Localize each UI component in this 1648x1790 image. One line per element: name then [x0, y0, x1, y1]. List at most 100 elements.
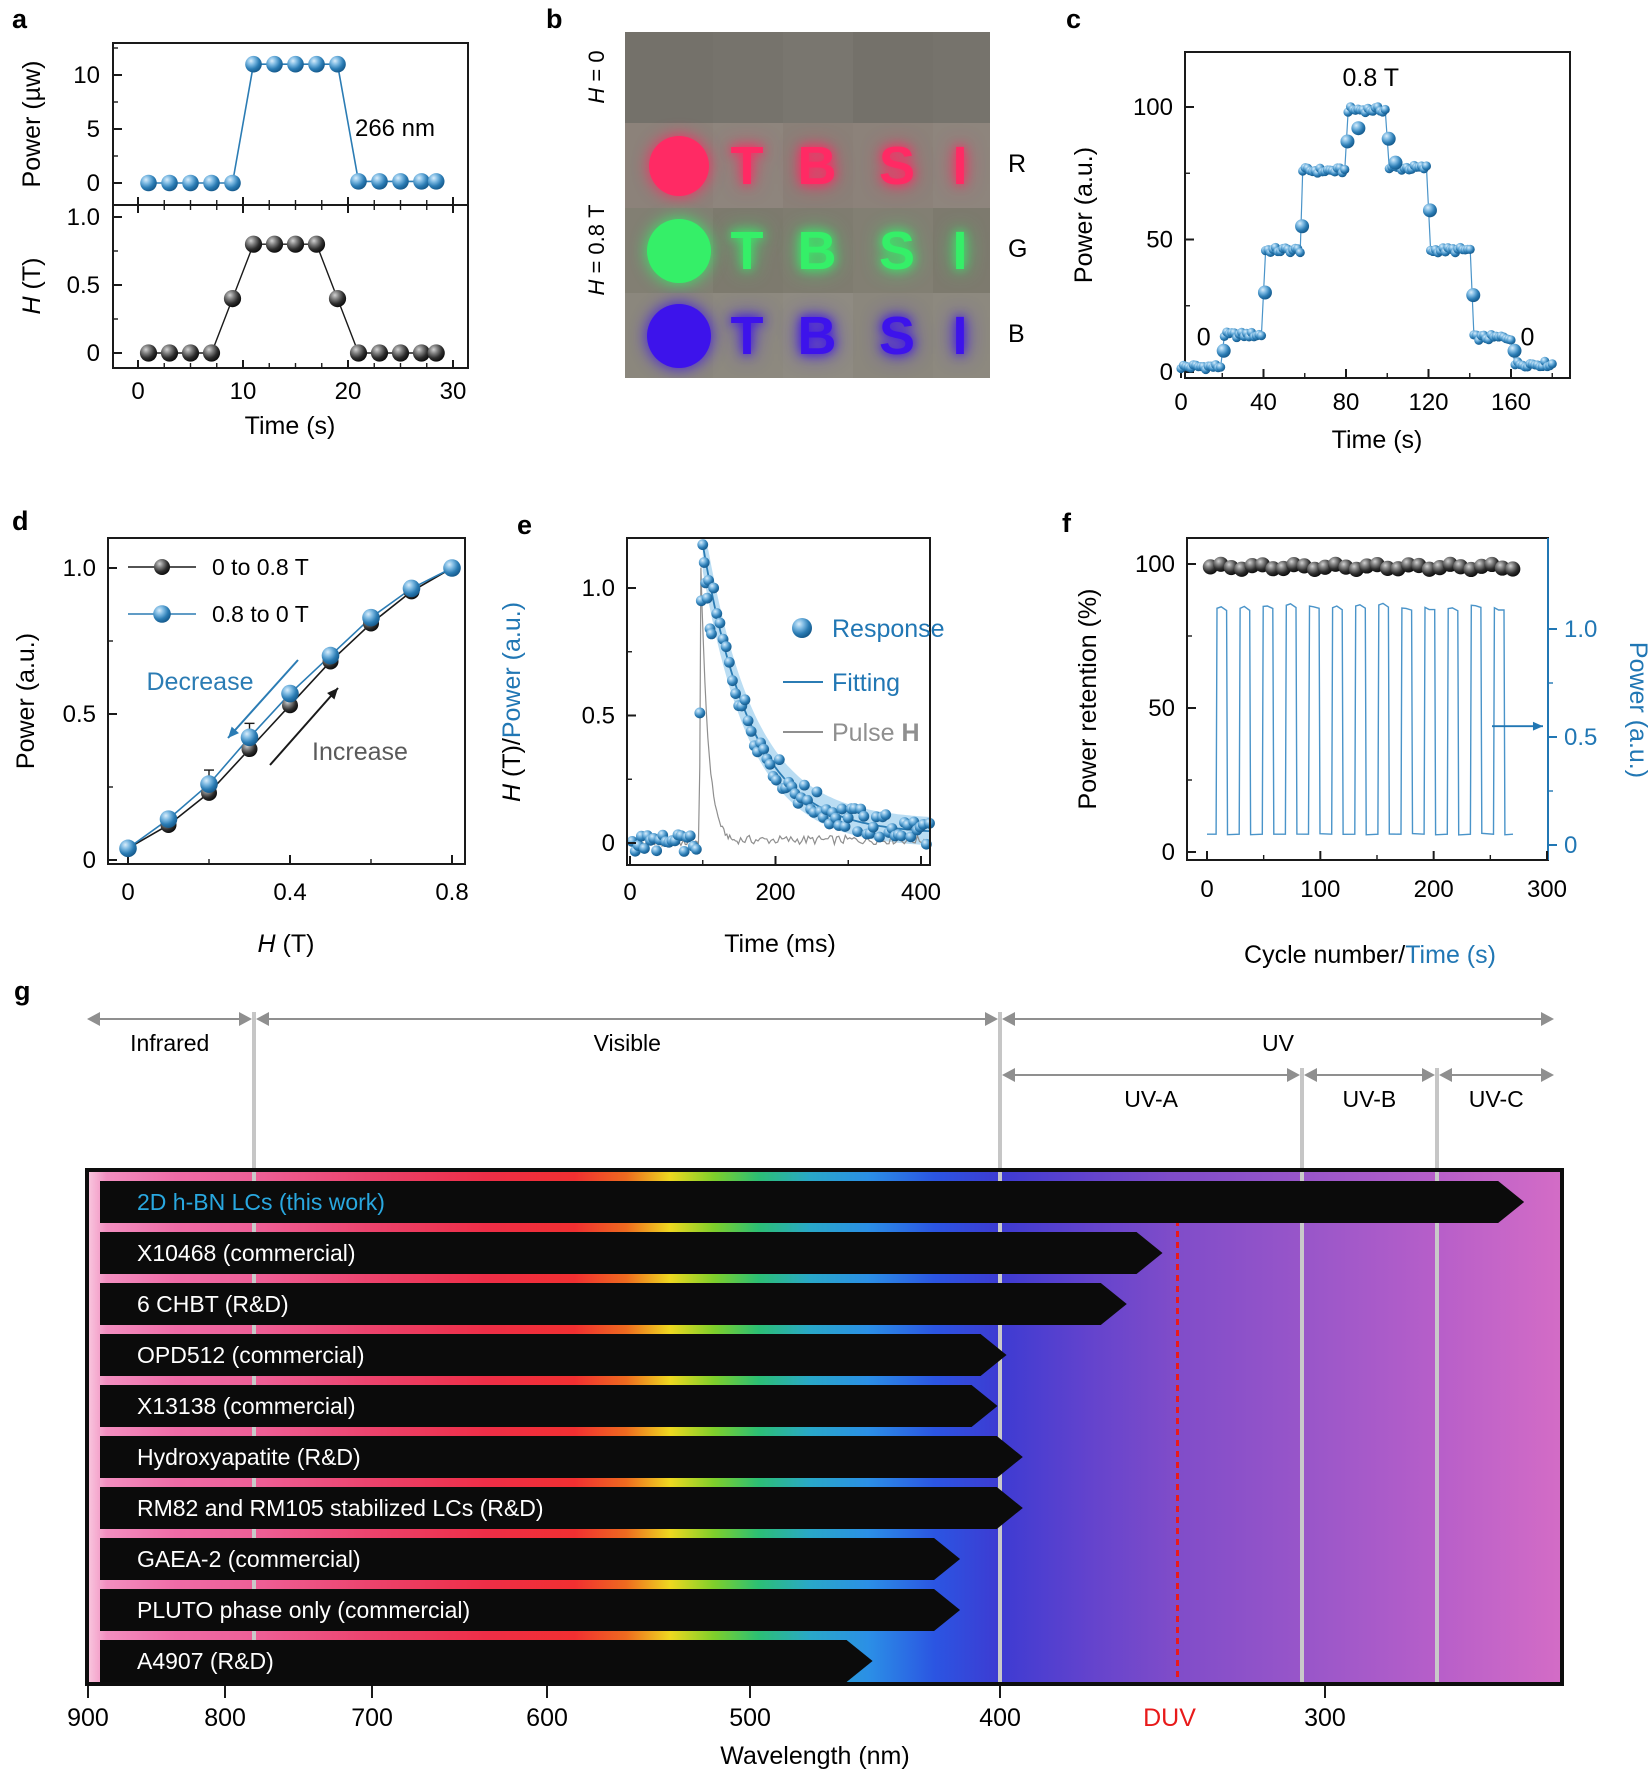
a-xlabel: Time (s): [245, 412, 336, 440]
e-xlabel: Time (ms): [724, 930, 836, 958]
field-label-h0: H = 0: [584, 50, 609, 104]
f-ytick-left: 100: [1135, 551, 1175, 578]
e-ytick: 0: [602, 830, 615, 857]
axis-tick-800: [224, 1686, 227, 1698]
data-point: [905, 831, 917, 843]
f-xtick: 0: [1200, 876, 1213, 903]
region-arrow-uv-a: [1002, 1068, 1301, 1082]
material-range-1: 2D h-BN LCs (this work): [100, 1181, 1524, 1223]
data-point: [867, 821, 879, 833]
a-xtick: 30: [440, 378, 467, 405]
boundary-guide-inside-1: [998, 1172, 1003, 1682]
axis-ticklabel-700: 700: [351, 1704, 393, 1732]
photo-letter-I: I: [952, 220, 968, 281]
data-point: [690, 843, 702, 855]
material-range-6: Hydroxyapatite (R&D): [100, 1436, 1023, 1478]
arrow-line: [1317, 1074, 1422, 1076]
panel-d-hysteresis-chart: 0 0.4 0.8 0 0.5 1.0 Power (a.u.) H (T) 0 to 0.8 …: [12, 537, 469, 958]
data-point: [139, 344, 158, 362]
photo-letter-B: B: [797, 305, 837, 366]
arrowhead-right: [1540, 1012, 1554, 1026]
photo-letter-T: T: [730, 305, 764, 366]
spectrum-box: 2D h-BN LCs (this work) X10468 (commercia…: [85, 1168, 1564, 1686]
d-legend-increase: 0 to 0.8 T: [212, 554, 309, 580]
arrowhead-right: [1540, 1068, 1554, 1082]
arrowhead-left: [1002, 1068, 1016, 1082]
data-point: [1295, 247, 1305, 258]
data-point: [1256, 331, 1267, 341]
data-point: [349, 344, 368, 362]
material-range-8: GAEA-2 (commercial): [100, 1538, 960, 1580]
material-label-8: GAEA-2 (commercial): [137, 1545, 361, 1572]
a-bottom-ytick: 1.0: [67, 204, 100, 231]
data-point: [286, 235, 305, 253]
a-top-ytick: 0: [87, 170, 100, 197]
a-top-ylabel: Power (µw): [18, 61, 46, 188]
f-ytick-right: 0: [1564, 832, 1577, 859]
material-label-2: X10468 (commercial): [137, 1239, 356, 1266]
data-point: [1340, 164, 1350, 175]
data-point: [329, 55, 346, 73]
data-point: [181, 344, 200, 362]
data-point: [792, 618, 812, 638]
data-point: [730, 688, 741, 699]
c-ytick: 0: [1160, 359, 1173, 386]
data-point: [1381, 131, 1396, 146]
data-point: [714, 617, 726, 629]
e-legend-pulse-h: Pulse H: [832, 719, 920, 747]
data-point: [427, 173, 445, 190]
data-point: [1506, 335, 1516, 345]
c-ytick: 50: [1146, 227, 1173, 254]
data-point: [413, 173, 430, 190]
photo-letter-I: I: [952, 135, 968, 196]
panel-g-wavelength-range-diagram: Infrared Visible UV UV-A UV-B UV-C 2D h-BN LCs…: [0, 970, 1648, 1790]
data-point: [240, 728, 259, 747]
data-point: [392, 173, 409, 190]
c-annotation-0: 0.8 T: [1342, 64, 1399, 92]
e-ylabel: H (T)/Power (a.u.): [498, 602, 526, 802]
arrow-line: [100, 1018, 240, 1020]
arrowhead-left: [256, 1012, 270, 1026]
e-xtick: 0: [623, 879, 636, 906]
data-point: [836, 803, 848, 815]
c-xlabel: Time (s): [1332, 426, 1423, 454]
data-point: [370, 344, 389, 362]
photo-letter-S: S: [878, 135, 916, 196]
material-label-1: 2D h-BN LCs (this work): [137, 1188, 385, 1215]
axis-tick-900: [86, 1686, 89, 1698]
data-point: [708, 582, 720, 594]
e-xtick: 200: [755, 879, 795, 906]
data-point: [770, 774, 782, 786]
data-point: [203, 174, 220, 192]
data-point: [1505, 561, 1521, 577]
axis-tick-400: [999, 1686, 1002, 1698]
data-point: [224, 174, 241, 192]
axis-tick-500: [749, 1686, 752, 1698]
data-point: [140, 174, 157, 192]
data-point: [1257, 285, 1272, 300]
f-xlabel: Cycle number/Time (s): [1244, 941, 1496, 969]
data-point: [1421, 161, 1432, 171]
d-ytick: 1.0: [63, 555, 96, 582]
field-label-h08t: H = 0.8 T: [584, 204, 609, 296]
arrowhead-right: [239, 1012, 253, 1026]
panel-label-b: b: [546, 4, 563, 34]
data-point: [202, 344, 221, 362]
sample-disc-green-emission: [647, 218, 711, 283]
e-legend-fitting: Fitting: [832, 669, 900, 697]
g-axis-title: Wavelength (nm): [720, 1742, 910, 1770]
region-arrow-uv-b: [1304, 1068, 1435, 1082]
data-point: [852, 826, 863, 838]
d-xtick: 0.8: [435, 879, 468, 906]
material-range-4: OPD512 (commercial): [100, 1334, 1007, 1376]
d-xlabel: H (T): [258, 930, 315, 958]
axis-ticklabel-300: 300: [1304, 1704, 1346, 1732]
region-arrow-infrared: [87, 1012, 253, 1026]
axis-tick-300: [1323, 1686, 1326, 1698]
data-point: [880, 809, 892, 821]
d-annotation-decrease: Decrease: [147, 668, 254, 696]
region-label-infrared: Infrared: [130, 1030, 210, 1056]
data-point: [739, 694, 751, 706]
data-point: [701, 592, 713, 604]
a-xtick: 10: [230, 378, 257, 405]
